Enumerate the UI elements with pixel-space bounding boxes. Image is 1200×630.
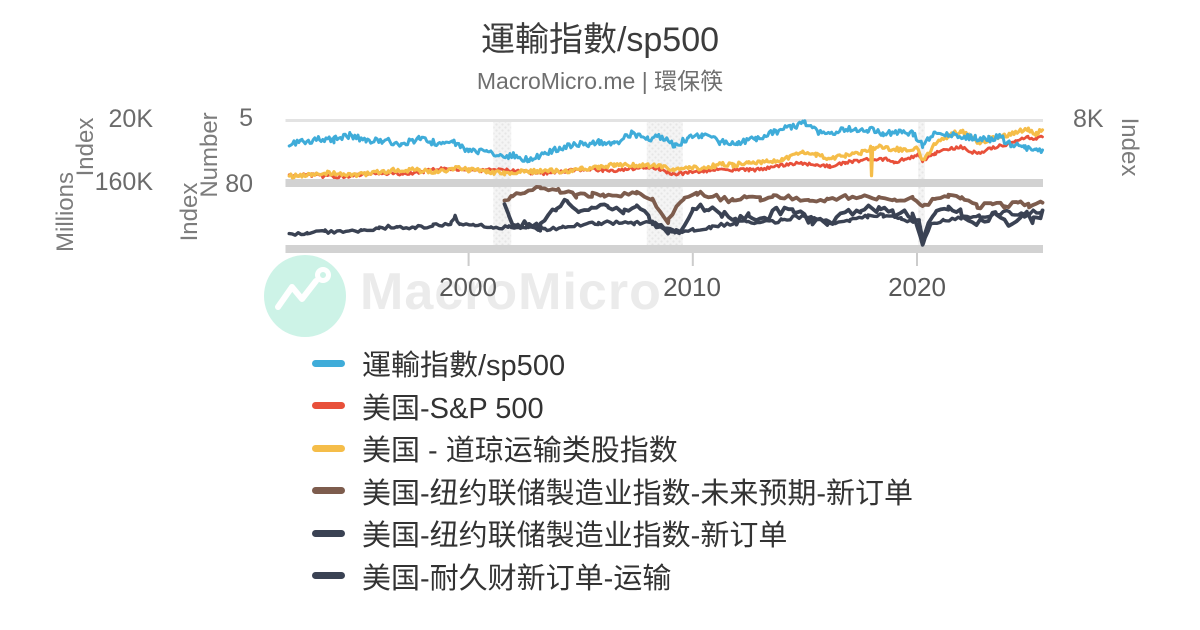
legend-swatch-icon bbox=[312, 529, 345, 537]
watermark-text: MacroMicro bbox=[360, 263, 662, 321]
series-line-0 bbox=[287, 119, 1044, 164]
page-title: 運輸指數/sp500 bbox=[480, 21, 720, 59]
x-tick-2010: 2010 bbox=[663, 272, 721, 302]
legend-swatch-icon bbox=[312, 487, 345, 495]
legend-label: 美国-纽约联储製造业指数-未来预期-新订单 bbox=[362, 477, 913, 510]
series-line-3 bbox=[502, 184, 1045, 226]
legend-item-ratio[interactable]: 運輸指數/sp500 bbox=[312, 342, 913, 385]
x-tick-2000: 2000 bbox=[439, 272, 497, 302]
panel-border bbox=[285, 245, 1043, 253]
panel-border bbox=[285, 119, 1043, 122]
x-tick-2020: 2020 bbox=[888, 272, 946, 302]
macromicro-logo-icon bbox=[264, 255, 346, 337]
legend-item-djt[interactable]: 美国 - 道琼运输类股指数 bbox=[312, 427, 913, 470]
y-tick-20k: 20K bbox=[108, 105, 153, 133]
legend-label: 美国-S&P 500 bbox=[362, 392, 544, 425]
y-tick-8k: 8K bbox=[1073, 105, 1104, 133]
legend-label: 美国-纽约联储製造业指数-新订单 bbox=[362, 520, 788, 553]
y-axis-title-index-right: Index bbox=[1116, 117, 1143, 177]
series-line-2 bbox=[287, 126, 1045, 180]
legend-label: 美国 - 道琼运输类股指数 bbox=[362, 435, 678, 468]
legend-item-nyfed-future-orders[interactable]: 美国-纽约联储製造业指数-未来预期-新订单 bbox=[312, 470, 913, 513]
legend-swatch-icon bbox=[312, 402, 345, 410]
legend-item-sp500[interactable]: 美国-S&P 500 bbox=[312, 385, 913, 428]
legend-item-durable-goods-transport[interactable]: 美国-耐久财新订单-运输 bbox=[312, 555, 913, 598]
y-tick-80: 80 bbox=[225, 170, 253, 198]
legend-item-nyfed-orders[interactable]: 美国-纽约联储製造业指数-新订单 bbox=[312, 512, 913, 555]
legend-swatch-icon bbox=[312, 359, 345, 367]
page-subtitle: MacroMicro.me | 環保筷 bbox=[476, 68, 724, 94]
panel-border bbox=[285, 179, 1043, 187]
legend-label: 美国-耐久财新订单-运输 bbox=[362, 562, 672, 595]
series-line-4 bbox=[502, 197, 1045, 247]
legend: 運輸指數/sp500 美国-S&P 500 美国 - 道琼运输类股指数 美国-纽… bbox=[312, 342, 913, 597]
recession-band bbox=[646, 119, 683, 253]
legend-swatch-icon bbox=[312, 444, 345, 452]
recession-band bbox=[493, 119, 512, 253]
legend-label: 運輸指數/sp500 bbox=[362, 350, 566, 383]
y-tick-5: 5 bbox=[239, 104, 253, 132]
legend-swatch-icon bbox=[312, 572, 345, 580]
recession-band bbox=[918, 119, 925, 253]
series-line-5 bbox=[287, 208, 1045, 246]
y-tick-160k: 160K bbox=[94, 168, 153, 196]
series-line-1 bbox=[287, 134, 1044, 180]
